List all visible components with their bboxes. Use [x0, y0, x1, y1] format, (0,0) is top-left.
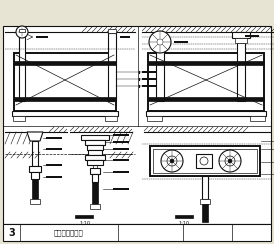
Bar	[113, 187, 129, 190]
Circle shape	[170, 159, 174, 163]
Bar	[14, 97, 116, 101]
Bar	[238, 33, 244, 43]
Bar	[92, 174, 98, 182]
Bar	[92, 182, 98, 204]
Bar	[113, 141, 129, 143]
Bar	[148, 97, 264, 101]
Bar	[175, 215, 193, 218]
Text: 环保空调安装图: 环保空调安装图	[54, 229, 84, 236]
Bar	[113, 148, 129, 150]
Bar	[31, 172, 39, 179]
Bar	[174, 41, 188, 43]
Bar	[46, 148, 62, 150]
Bar	[36, 35, 48, 38]
Bar	[113, 171, 129, 173]
Bar	[202, 176, 208, 199]
Bar	[157, 32, 163, 44]
Text: 1:10: 1:10	[79, 221, 90, 226]
Bar	[85, 140, 105, 145]
Bar	[142, 71, 156, 73]
Bar	[46, 163, 62, 166]
Bar	[29, 166, 41, 172]
Bar	[113, 159, 129, 161]
Bar	[81, 135, 109, 140]
Circle shape	[161, 150, 183, 172]
Bar	[142, 84, 156, 87]
Polygon shape	[27, 132, 43, 141]
Bar	[3, 26, 271, 224]
Text: 3: 3	[8, 227, 15, 237]
Bar	[90, 168, 100, 174]
Bar	[90, 204, 100, 209]
Bar	[93, 139, 97, 189]
Bar	[88, 150, 102, 155]
Bar	[250, 116, 265, 121]
Bar	[148, 53, 264, 111]
Circle shape	[225, 156, 235, 166]
Bar	[87, 145, 103, 150]
Bar	[75, 215, 93, 218]
Bar	[12, 111, 118, 116]
Bar	[146, 111, 266, 116]
Bar	[202, 204, 208, 222]
Bar	[153, 149, 257, 173]
Bar	[120, 35, 130, 38]
Bar	[14, 61, 116, 65]
Bar	[196, 154, 212, 168]
Bar	[147, 116, 162, 121]
Bar	[108, 33, 116, 101]
Bar	[245, 34, 259, 37]
Bar	[142, 78, 156, 80]
Bar	[113, 133, 129, 136]
Bar	[19, 29, 25, 32]
Bar	[108, 29, 116, 33]
Bar	[32, 179, 38, 199]
Bar	[150, 146, 260, 176]
Circle shape	[219, 150, 241, 172]
Circle shape	[228, 159, 232, 163]
Bar	[32, 141, 38, 166]
Circle shape	[157, 39, 163, 45]
Text: 1:10: 1:10	[178, 221, 190, 226]
Bar	[156, 43, 164, 101]
Circle shape	[200, 157, 208, 165]
Bar	[85, 155, 105, 160]
Bar	[232, 32, 250, 38]
Bar	[105, 116, 117, 121]
Bar	[200, 199, 210, 204]
Bar	[19, 32, 25, 101]
Bar	[3, 224, 271, 241]
Bar	[235, 38, 247, 43]
Bar	[13, 116, 25, 121]
Bar	[14, 53, 116, 111]
Bar	[46, 175, 62, 178]
Bar	[148, 61, 264, 65]
Circle shape	[167, 156, 177, 166]
Bar	[237, 33, 245, 101]
Circle shape	[149, 31, 171, 53]
Bar	[87, 160, 103, 165]
Circle shape	[16, 26, 28, 38]
Bar	[46, 136, 62, 139]
Bar	[30, 199, 40, 204]
